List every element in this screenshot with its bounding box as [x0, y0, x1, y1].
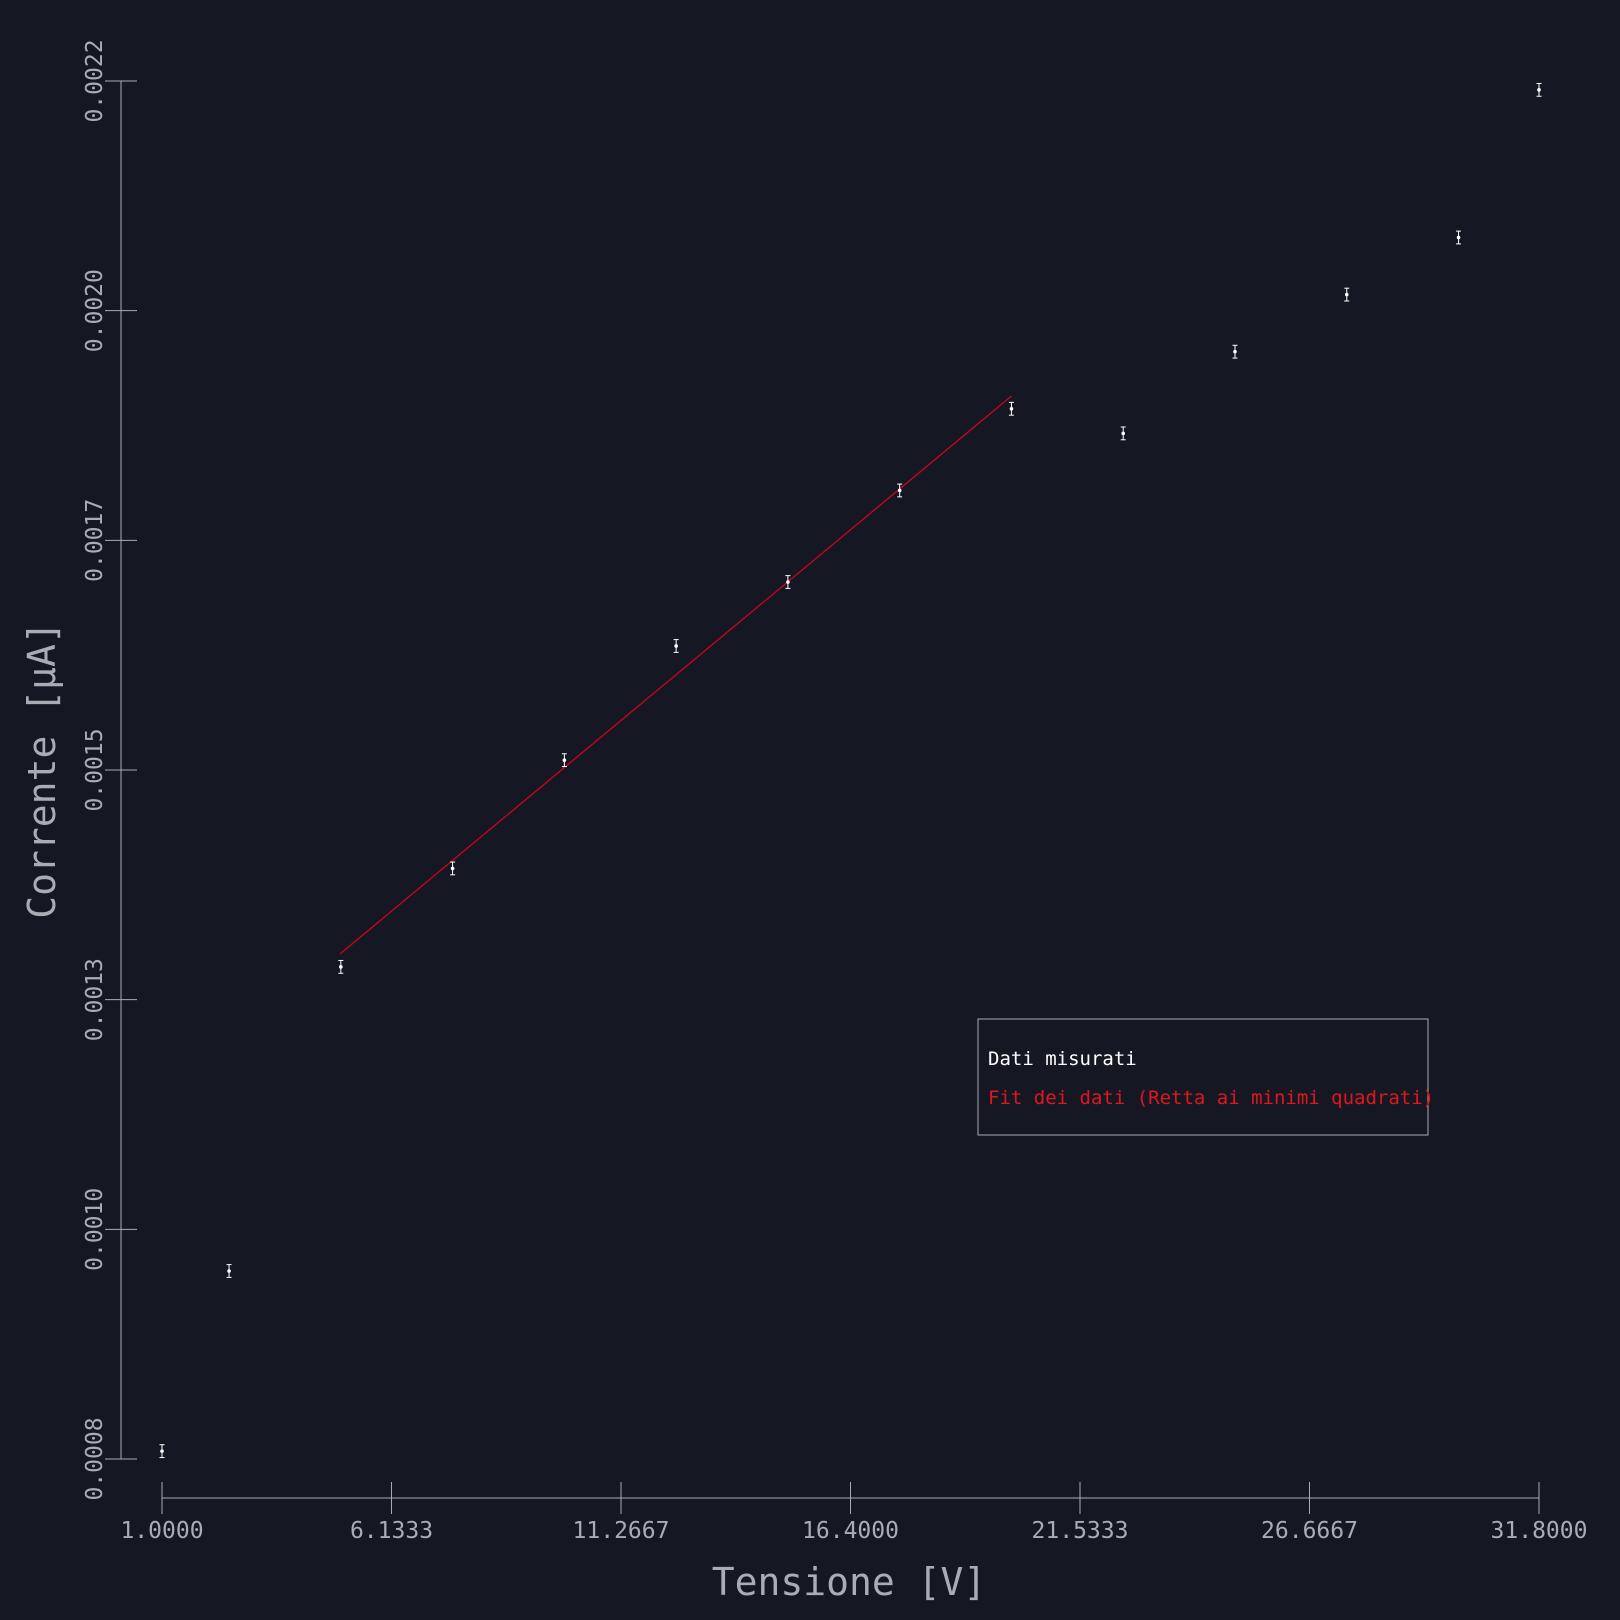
data-marker	[1537, 88, 1541, 92]
data-marker	[227, 1269, 231, 1273]
data-marker	[1456, 235, 1461, 240]
data-marker	[674, 644, 678, 648]
data-point	[338, 959, 344, 974]
x-tick-label: 1.0000	[120, 1518, 203, 1544]
data-marker	[1344, 292, 1349, 297]
data-point	[159, 1444, 165, 1459]
x-tick-label: 31.8000	[1491, 1518, 1588, 1544]
data-point	[1120, 426, 1126, 441]
data-point	[450, 861, 456, 876]
data-point	[226, 1264, 232, 1278]
fit-line-layer	[339, 395, 1012, 955]
fit-line	[339, 395, 1012, 955]
data-marker	[786, 580, 790, 584]
data-point	[1536, 82, 1542, 97]
data-point	[785, 575, 791, 589]
y-tick-label: 0.0022	[82, 39, 108, 122]
data-point	[897, 483, 903, 498]
x-axis-title: Tensione [V]	[712, 1560, 987, 1604]
y-tick-label: 0.0017	[82, 499, 108, 582]
y-tick-label: 0.0010	[82, 1188, 108, 1271]
x-tick-label: 21.5333	[1032, 1518, 1129, 1544]
x-tick-label: 11.2667	[573, 1518, 670, 1544]
x-axis: 1.0000 6.1333 11.2667 16.4000 21.5333 26.6667…	[120, 1482, 1587, 1544]
data-marker	[562, 758, 567, 762]
x-tick-label: 6.1333	[350, 1518, 433, 1544]
legend-entry-fit: Fit dei dati (Retta ai minimi quadrati)	[988, 1087, 1434, 1109]
x-tick-label: 26.6667	[1261, 1518, 1358, 1544]
data-point	[673, 639, 679, 653]
data-marker	[160, 1449, 164, 1453]
y-tick-label: 0.0020	[82, 269, 108, 352]
data-marker	[450, 866, 455, 871]
y-axis-title: Corrente [μA]	[20, 621, 64, 918]
x-tick-label: 16.4000	[802, 1518, 899, 1544]
y-tick-label: 0.0013	[82, 958, 108, 1041]
data-point	[1456, 230, 1462, 245]
legend-entry-measured: Dati misurati	[988, 1048, 1137, 1070]
data-point	[1344, 287, 1350, 302]
data-point	[561, 753, 567, 768]
data-marker	[339, 965, 343, 969]
data-marker	[1121, 431, 1126, 436]
y-axis: 0.0008 0.0010 0.0013 0.0015 0.0017 0.0020 0.00…	[82, 39, 137, 1501]
data-points-layer	[159, 82, 1542, 1459]
data-point	[1232, 344, 1238, 359]
data-marker	[1233, 349, 1237, 354]
legend-box	[977, 1018, 1429, 1136]
data-point	[1008, 401, 1014, 416]
data-marker	[1009, 406, 1014, 411]
y-tick-label: 0.0008	[82, 1417, 108, 1500]
y-tick-label: 0.0015	[82, 728, 108, 811]
legend: Dati misurati Fit dei dati (Retta ai min…	[977, 1018, 1434, 1136]
data-marker	[897, 488, 902, 493]
